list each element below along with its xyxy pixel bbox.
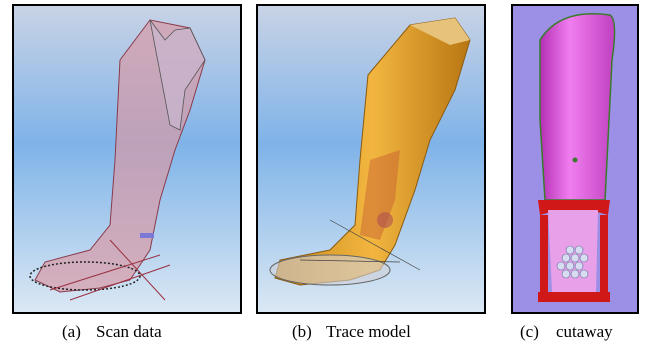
panel-caption: Scan data — [96, 322, 162, 341]
panel-label: (b) — [292, 322, 312, 341]
panel-label: (c) — [520, 322, 539, 341]
panel-c-image — [512, 5, 638, 313]
figure-canvas: (a) Scan data (b) Trace model (c) cutawa… — [0, 0, 657, 345]
panel-caption: Trace model — [326, 322, 411, 341]
panel-b-image — [257, 5, 485, 313]
panel-label: (a) — [62, 322, 81, 341]
panel-caption: cutaway — [556, 322, 613, 341]
figure: (a) Scan data (b) Trace model (c) cutawa… — [0, 0, 657, 345]
panel-a-image — [13, 5, 241, 313]
